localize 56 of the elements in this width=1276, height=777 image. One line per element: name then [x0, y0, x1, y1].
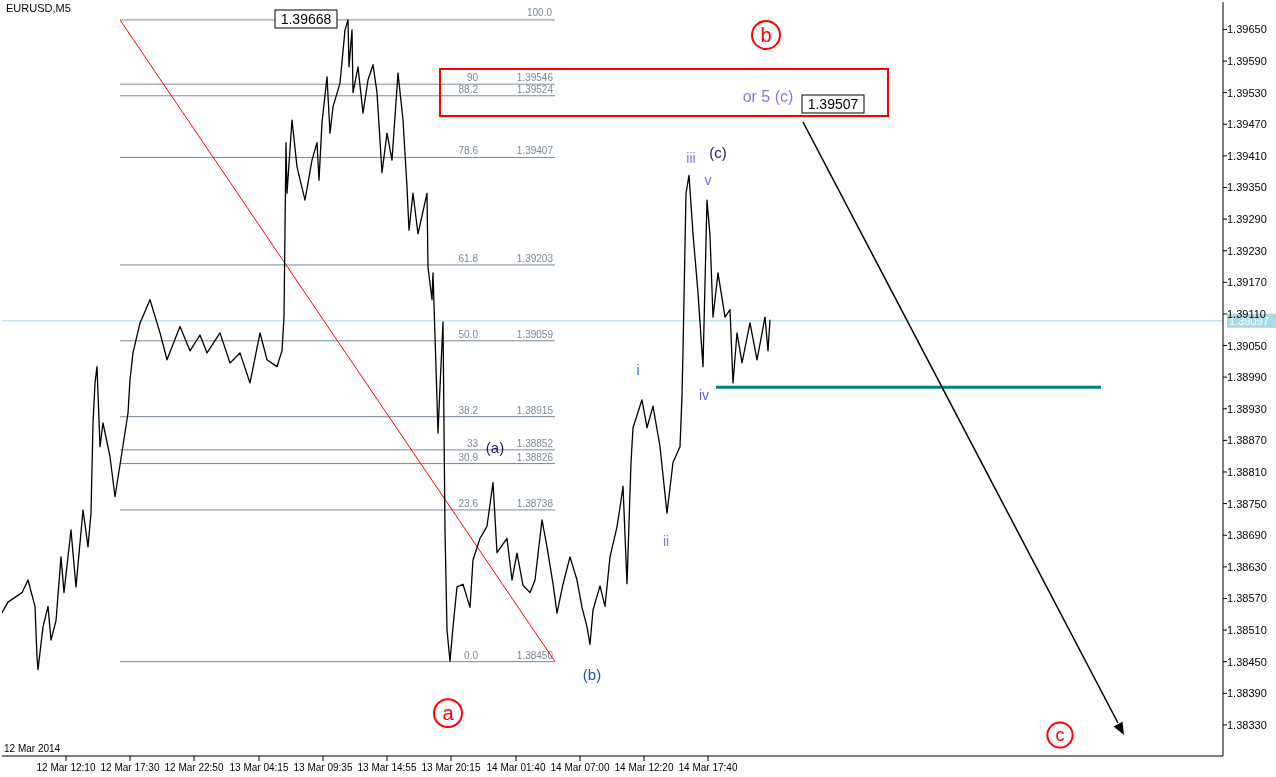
text: 90 1.39546: [466, 72, 553, 84]
annotation: 1.39668: [280, 11, 332, 27]
x-tick-label: 12 Mar 12:10: [36, 762, 96, 773]
annotation: b: [760, 24, 772, 47]
x-tick-label: 13 Mar 04:15: [229, 762, 289, 773]
y-tick-label: 1.39410: [1227, 149, 1267, 162]
y-tick-label: 1.38390: [1227, 687, 1267, 700]
x-tick-label: 14 Mar 12:20: [614, 762, 674, 773]
y-tick-label: 1.38510: [1227, 624, 1267, 637]
annotation: 100.0: [526, 7, 553, 18]
y-tick-label: 1.38570: [1227, 592, 1267, 605]
annotation: iv: [698, 386, 710, 403]
y-tick-label: 1.38690: [1227, 529, 1267, 542]
text: 23.6 1.38738: [458, 497, 553, 509]
annotation: iii: [686, 150, 696, 167]
y-tick-label: 1.38810: [1227, 466, 1267, 478]
x-tick-label: 14 Mar 17:40: [678, 762, 738, 773]
text: 78.6 1.39407: [458, 145, 553, 157]
x-tick-label: 13 Mar 14:55: [357, 762, 417, 773]
y-tick-label: 1.38990: [1227, 371, 1267, 384]
y-tick-label: 1.39230: [1227, 244, 1267, 257]
x-tick-label: 13 Mar 09:35: [293, 762, 353, 773]
y-tick-label: 1.38750: [1227, 497, 1267, 510]
annotation: v: [704, 172, 712, 189]
x-tick-label: 14 Mar 01:40: [486, 762, 546, 773]
annotation: c: [1055, 725, 1065, 746]
x-tick-label: 14 Mar 07:00: [550, 762, 610, 773]
text: 50.0 1.39059: [458, 328, 553, 340]
y-tick-label: 1.39650: [1227, 23, 1267, 36]
y-tick-label: 1.39590: [1227, 55, 1267, 68]
annotation: 12 Mar 2014: [4, 743, 61, 754]
y-tick-label: 1.38930: [1227, 402, 1267, 415]
annotation: or 5 (c): [742, 87, 794, 105]
x-tick-label: 12 Mar 22:50: [164, 762, 224, 773]
y-tick-label: 1.39530: [1227, 86, 1267, 99]
text: 38.2 1.38915: [458, 404, 553, 416]
y-tick-label: 1.38330: [1227, 718, 1267, 731]
annotation: a: [442, 702, 455, 725]
x-tick-label: 12 Mar 17:30: [100, 762, 160, 773]
y-tick-label: 1.39050: [1227, 339, 1267, 352]
y-tick-label: 1.39290: [1227, 213, 1267, 226]
y-tick-label: 1.38450: [1227, 655, 1267, 668]
y-tick-label: 1.38870: [1227, 434, 1267, 447]
annotation: (c): [709, 144, 727, 162]
x-tick-label: 13 Mar 20:15: [421, 762, 481, 773]
y-tick-label: 1.39470: [1227, 118, 1267, 131]
annotation: 1.39507: [807, 96, 859, 112]
annotation: ii: [662, 533, 670, 549]
y-tick-label: 1.39170: [1227, 276, 1267, 289]
chart-title: EURUSD,M5: [6, 2, 71, 14]
text: 88.2 1.39524: [458, 83, 553, 95]
text: 61.8 1.39203: [458, 252, 553, 264]
y-tick-label: 1.39350: [1227, 181, 1267, 194]
y-tick-label: 1.38630: [1227, 560, 1267, 573]
annotation: (b): [582, 665, 602, 683]
annotation: i: [636, 361, 640, 378]
